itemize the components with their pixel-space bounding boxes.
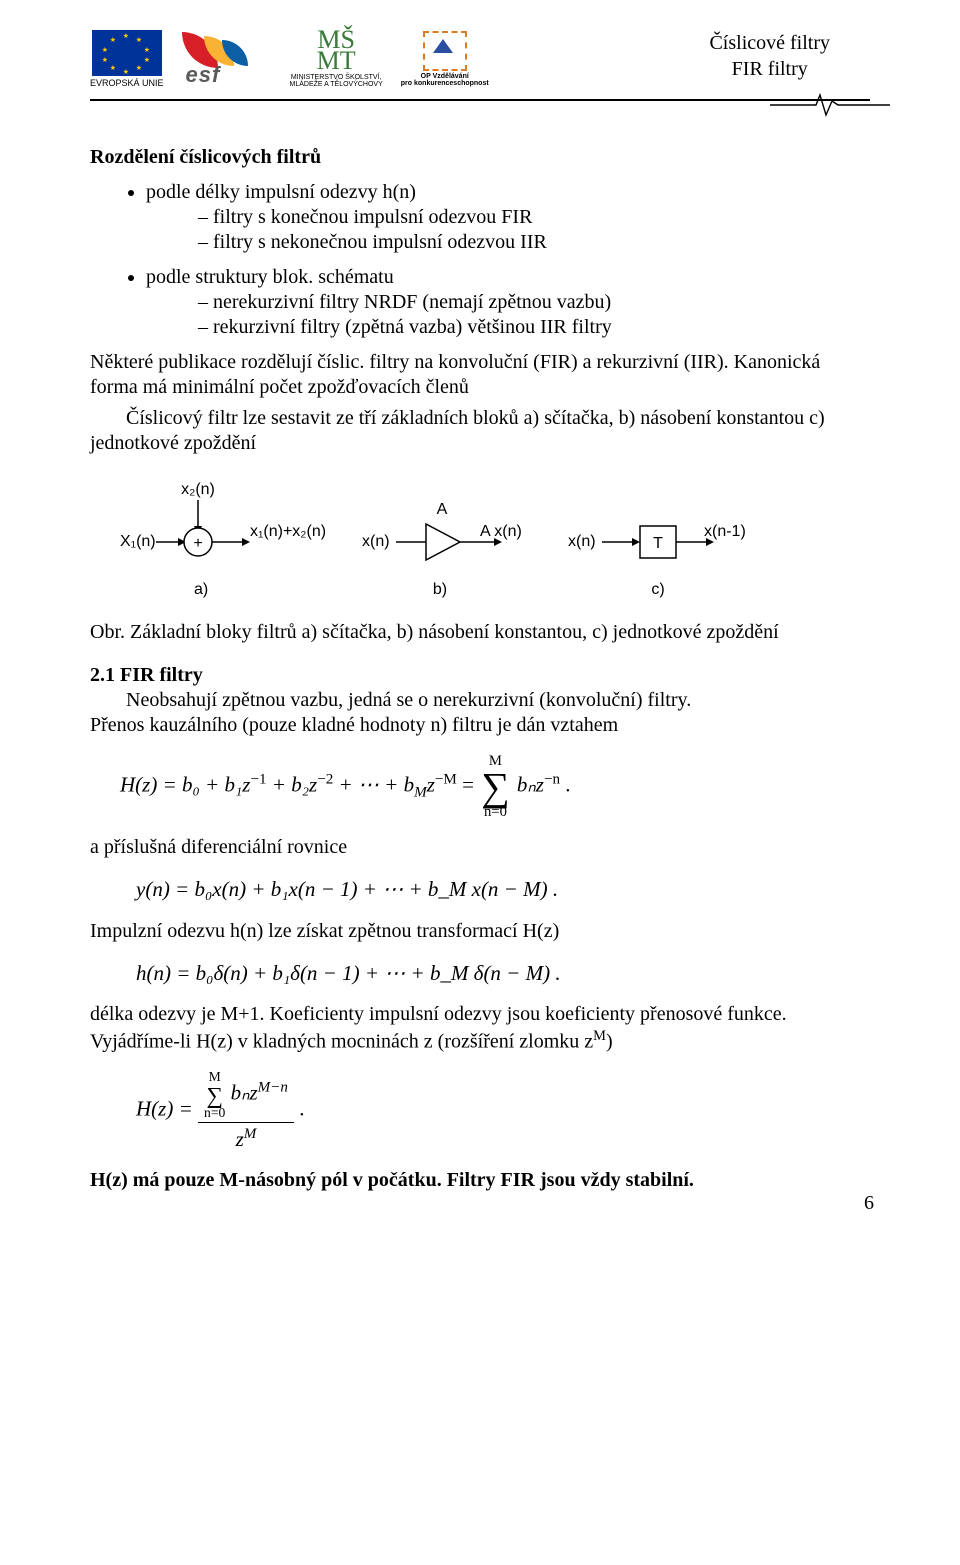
eq1-dot: . [560, 772, 571, 796]
bullet1-item0: filtry s konečnou impulsní odezvou FIR [198, 205, 870, 230]
eq4-den-exp: M [244, 1126, 257, 1142]
eq1-mid1: + b₂z [267, 772, 318, 796]
eq1-mid2: + ⋯ + b [333, 772, 414, 796]
diag-T: T [653, 535, 663, 552]
eq2-body: y(n) = b₀x(n) + b₁x(n − 1) + ⋯ + b_M x(n… [136, 877, 558, 901]
equation-Hz-fraction: H(z) = M∑n=0 bₙzM−n zM . [136, 1070, 870, 1152]
eu-flag-icon: ★ ★ ★ ★ ★ ★ ★ ★ ★ ★ [92, 30, 162, 76]
final-statement: H(z) má pouze M-násobný pól v počátku. F… [90, 1168, 870, 1193]
para-blocks: Číslicový filtr lze sestavit ze tří zákl… [90, 406, 870, 456]
diag-a-label: a) [194, 581, 208, 598]
para-impulse: Impulzní odezvu h(n) lze získat zpětnou … [90, 919, 870, 944]
header-title-line2: FIR filtry [709, 56, 830, 82]
eq4-num-exp: M−n [258, 1080, 288, 1096]
eq1-eM: −M [435, 771, 457, 787]
eq4-num-rest: bₙz [225, 1081, 257, 1105]
diag-plus: + [193, 535, 202, 552]
opvk-caption: OP Vzdělávání pro konkurenceschopnost [401, 73, 489, 88]
logo-eu: ★ ★ ★ ★ ★ ★ ★ ★ ★ ★ EVROPSKÁ UNIE [90, 30, 164, 88]
opvk-cap2: pro konkurenceschopnost [401, 80, 489, 88]
bullet1-item1: filtry s nekonečnou impulsní odezvou IIR [198, 230, 870, 255]
para5c: ) [606, 1030, 613, 1052]
page-header: ★ ★ ★ ★ ★ ★ ★ ★ ★ ★ EVROPSKÁ UNIE e [90, 30, 870, 89]
block-diagram: x₂(n) X₁(n) + x₁(n)+x₂(n) a) x(n) [90, 474, 870, 614]
msmt-glyph-icon: MŠ MT [317, 30, 356, 72]
eq1-en: −n [544, 771, 560, 787]
sec21-title: 2.1 FIR filtry [90, 664, 203, 686]
diag-x1n: X₁(n) [120, 533, 156, 550]
eq3-body: h(n) = b₀δ(n) + b₁δ(n − 1) + ⋯ + b_M δ(n… [136, 961, 561, 985]
logo-opvk: OP Vzdělávání pro konkurenceschopnost [401, 31, 489, 88]
eu-caption: EVROPSKÁ UNIE [90, 78, 164, 88]
bullet2-item1: rekurzivní filtry (zpětná vazba) většino… [198, 315, 870, 340]
eq1-sum-bot: n=0 [481, 805, 509, 820]
para5b: Vyjádříme-li H(z) v kladných mocninách z… [90, 1030, 593, 1052]
bullet1: podle délky impulsní odezvy h(n) filtry … [146, 180, 870, 255]
diag-x2n: x₂(n) [181, 481, 215, 498]
bullet-list-1: podle délky impulsní odezvy h(n) filtry … [90, 180, 870, 340]
bullet2-item0: nerekurzivní filtry NRDF (nemají zpětnou… [198, 290, 870, 315]
opvk-cap1: OP Vzdělávání [401, 73, 489, 81]
eq4-den: z [236, 1127, 244, 1151]
eq1-rhs: bₙz [517, 772, 544, 796]
header-title-line1: Číslicové filtry [709, 30, 830, 56]
eq1-lhs: H(z) = b₀ + b₁z [120, 772, 250, 796]
content: Rozdělení číslicových filtrů podle délky… [90, 145, 870, 1193]
msmt-cap2: MLÁDEŽE A TĚLOVÝCHOVY [290, 81, 383, 89]
bullet2-text: podle struktury blok. schématu [146, 266, 394, 288]
bullet2-sublist: nerekurzivní filtry NRDF (nemají zpětnou… [146, 290, 870, 340]
diag-b-label: b) [433, 581, 447, 598]
bullet1-sublist: filtry s konečnou impulsní odezvou FIR f… [146, 205, 870, 255]
para-length: délka odezvy je M+1. Koeficienty impulsn… [90, 1002, 870, 1055]
logo-msmt: MŠ MT MINISTERSTVO ŠKOLSTVÍ, MLÁDEŽE A T… [290, 30, 383, 89]
eq4-sum-bot: n=0 [204, 1106, 225, 1120]
eq1-z: z [427, 772, 435, 796]
eq1-e1: −1 [250, 771, 266, 787]
section-title: Rozdělení číslicových filtrů [90, 145, 870, 170]
para5sup: M [593, 1028, 606, 1044]
equation-yn: y(n) = b₀x(n) + b₁x(n − 1) + ⋯ + b_M x(n… [136, 876, 870, 902]
eq1-e2: −2 [317, 771, 333, 787]
eq4-sum-icon: M∑n=0 [204, 1070, 225, 1119]
para-diff-eq: a příslušná diferenciální rovnice [90, 835, 870, 860]
diag-xn-c: x(n) [568, 533, 596, 550]
diag-A-top: A [437, 501, 448, 518]
sec21-p2: Přenos kauzálního (pouze kladné hodnoty … [90, 714, 618, 736]
diag-sumout: x₁(n)+x₂(n) [250, 523, 326, 540]
figure-caption: Obr. Základní bloky filtrů a) sčítačka, … [90, 620, 870, 645]
diag-xn-b: x(n) [362, 533, 390, 550]
eq4-lhs: H(z) = [136, 1097, 198, 1121]
bullet2: podle struktury blok. schématu nerekurzi… [146, 265, 870, 340]
header-title: Číslicové filtry FIR filtry [709, 30, 870, 82]
eq1-eq: = [457, 772, 479, 796]
para5a: délka odezvy je M+1. Koeficienty impulsn… [90, 1003, 787, 1025]
eq4-dot: . [299, 1097, 304, 1121]
para-publications: Některé publikace rozdělují číslic. filt… [90, 350, 870, 400]
equation-hn: h(n) = b₀δ(n) + b₁δ(n − 1) + ⋯ + b_M δ(n… [136, 960, 870, 986]
sec21-p1: Neobsahují zpětnou vazbu, jedná se o ner… [90, 689, 691, 711]
opvk-box-icon [423, 31, 467, 71]
diag-c-label: c) [651, 581, 664, 598]
equation-Hz-series: H(z) = b₀ + b₁z−1 + b₂z−2 + ⋯ + bMz−M = … [120, 754, 870, 819]
header-logos: ★ ★ ★ ★ ★ ★ ★ ★ ★ ★ EVROPSKÁ UNIE e [90, 30, 489, 89]
eq1-sum-icon: M∑n=0 [481, 754, 509, 819]
esf-text: esf [186, 62, 221, 88]
diag-Axn: A x(n) [480, 523, 522, 540]
page-number: 6 [864, 1192, 874, 1215]
eq1-subM: M [414, 785, 427, 801]
header-ecg-icon [90, 101, 870, 119]
diag-xnm1: x(n-1) [704, 523, 746, 540]
msmt-line2: MT [317, 51, 356, 72]
logo-esf: esf [182, 32, 272, 86]
msmt-caption: MINISTERSTVO ŠKOLSTVÍ, MLÁDEŽE A TĚLOVÝC… [290, 74, 383, 89]
bullet1-text: podle délky impulsní odezvy h(n) [146, 181, 416, 203]
sec21: 2.1 FIR filtry Neobsahují zpětnou vazbu,… [90, 663, 870, 738]
eq4-fraction: M∑n=0 bₙzM−n zM [198, 1070, 294, 1152]
